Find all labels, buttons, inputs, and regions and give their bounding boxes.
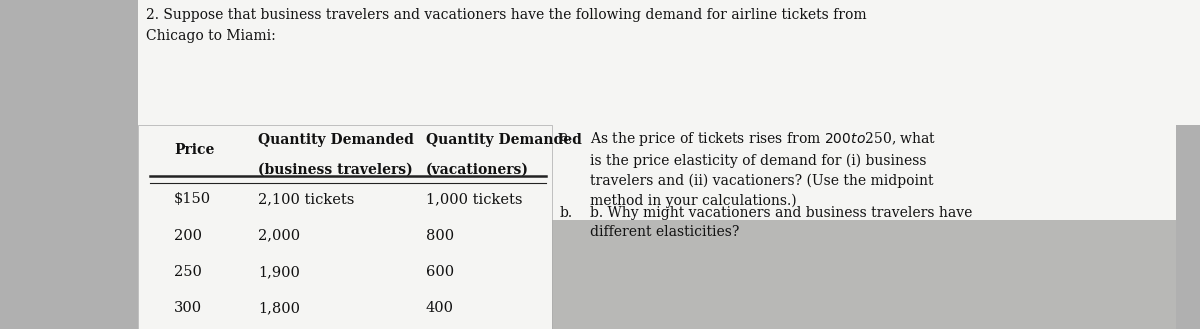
Text: b. Why might vacationers and business travelers have
different elasticities?: b. Why might vacationers and business tr… (590, 206, 973, 239)
Bar (552, 125, 1176, 220)
Text: 600: 600 (426, 265, 454, 279)
Bar (138, 125, 552, 329)
Text: 2. Suppose that business travelers and vacationers have the following demand for: 2. Suppose that business travelers and v… (146, 8, 868, 43)
Text: As the price of tickets rises from $200 to $250, what
is the price elasticity of: As the price of tickets rises from $200 … (590, 130, 937, 208)
Text: (vacationers): (vacationers) (426, 163, 529, 177)
Text: Quantity Demanded: Quantity Demanded (426, 133, 582, 147)
Text: 400: 400 (426, 301, 454, 315)
Text: 1,900: 1,900 (258, 265, 300, 279)
Text: 300: 300 (174, 301, 202, 315)
Bar (138, 125, 552, 329)
Text: Quantity Demanded: Quantity Demanded (258, 133, 414, 147)
Text: a.: a. (559, 130, 572, 144)
Text: 1,800: 1,800 (258, 301, 300, 315)
Text: (business travelers): (business travelers) (258, 163, 413, 177)
Text: Price: Price (174, 143, 215, 157)
Text: 2,000: 2,000 (258, 229, 300, 243)
Text: b.: b. (559, 206, 572, 220)
Bar (552, 220, 1176, 329)
Text: 200: 200 (174, 229, 202, 243)
Text: 2,100 tickets: 2,100 tickets (258, 192, 354, 207)
Text: 1,000 tickets: 1,000 tickets (426, 192, 522, 207)
Text: 800: 800 (426, 229, 454, 243)
Text: 250: 250 (174, 265, 202, 279)
Bar (138, 0, 1200, 125)
Text: $150: $150 (174, 192, 211, 207)
